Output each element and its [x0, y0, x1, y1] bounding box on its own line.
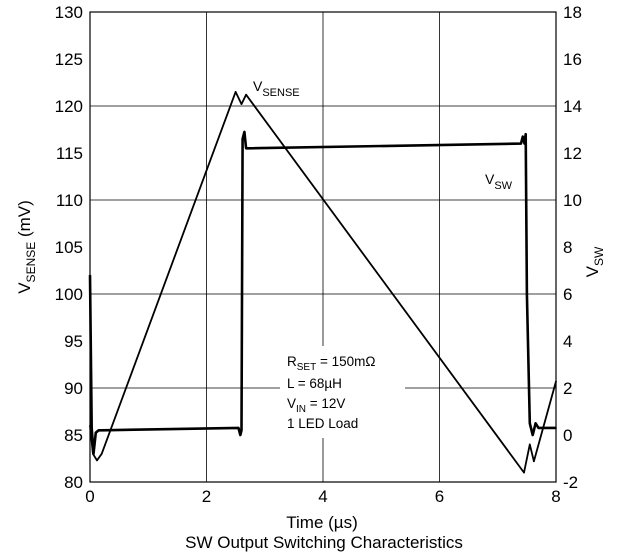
- y-tick-label-right: 0: [563, 426, 572, 445]
- x-tick-label: 4: [318, 487, 327, 506]
- plot-frame: [89, 11, 557, 483]
- x-tick-label: 6: [435, 487, 444, 506]
- annotation-line: L = 68µH: [287, 376, 342, 391]
- y-tick-label-right: 2: [563, 379, 572, 398]
- y-tick-label-left: 120: [55, 97, 83, 116]
- y-tick-label-left: 90: [64, 379, 83, 398]
- y-tick-label-left: 125: [55, 50, 83, 69]
- data-point: [240, 429, 243, 432]
- tick-labels: 0 2 4 6 8 80 85 90 95 100 105 110 115 120 125 130 -2 0 2 4 6…: [55, 3, 582, 506]
- data-point: [96, 459, 98, 462]
- y-tick-label-left: 85: [64, 426, 83, 445]
- y-tick-label-right: 14: [563, 97, 582, 116]
- data-point: [245, 93, 247, 96]
- y-tick-label-right: 8: [563, 238, 572, 257]
- data-point: [90, 427, 93, 429]
- data-point: [245, 147, 247, 150]
- y-tick-label-left: 80: [64, 473, 83, 492]
- x-tick-label: 8: [551, 487, 560, 506]
- y-tick-label-left: 95: [64, 332, 83, 351]
- data-point: [97, 429, 100, 432]
- x-tick-label: 2: [202, 487, 211, 506]
- x-tick-label: 0: [85, 487, 94, 506]
- chart-caption: SW Output Switching Characteristics: [185, 533, 463, 552]
- data-point: [523, 142, 526, 145]
- data-point: [520, 142, 522, 145]
- data-point: [95, 431, 97, 434]
- data-point: [243, 131, 246, 133]
- data-point: [526, 293, 528, 295]
- data-point: [531, 434, 534, 436]
- data-point: [537, 427, 540, 429]
- data-point: [247, 147, 250, 150]
- annotation-background: [280, 346, 405, 438]
- data-point: [241, 138, 244, 140]
- data-point: [540, 427, 543, 429]
- y-tick-label-right: 16: [563, 50, 582, 69]
- data-point: [528, 422, 531, 425]
- y-tick-label-right: 18: [563, 3, 582, 22]
- plot-border: [89, 11, 557, 483]
- y-tick-label-right: 10: [563, 191, 582, 210]
- data-point: [533, 460, 535, 463]
- data-point: [523, 471, 525, 474]
- y-tick-label-left: 115: [56, 144, 83, 163]
- data-point: [521, 135, 524, 138]
- data-point: [100, 453, 103, 455]
- y-tick-label-left: 110: [56, 191, 83, 210]
- data-point: [100, 429, 103, 432]
- data-point: [240, 103, 243, 105]
- series-label-vsense: VSENSE: [253, 78, 300, 99]
- series-label-vsw: VSW: [485, 171, 513, 192]
- y-tick-label-right: 12: [563, 144, 582, 163]
- data-point: [234, 91, 237, 93]
- annotation-line: VIN = 12V: [287, 396, 345, 415]
- y-tick-label-right: 4: [563, 332, 572, 351]
- y-tick-label-left: 100: [55, 285, 83, 304]
- y-tick-label-left: 105: [55, 238, 83, 257]
- y-axis-title-right: VSW: [583, 246, 606, 277]
- data-point: [237, 427, 240, 429]
- data-point: [239, 434, 242, 436]
- annotation-line: RSET = 150mΩ: [287, 354, 375, 373]
- annotation-line: 1 LED Load: [287, 416, 358, 431]
- y-axis-title-left: VSENSE (mV): [15, 200, 38, 294]
- data-point: [528, 443, 531, 446]
- data-point: [524, 133, 527, 135]
- data-point: [92, 453, 95, 455]
- data-point: [534, 422, 537, 425]
- x-axis-title: Time (µs): [286, 513, 358, 532]
- y-tick-label-right: -2: [563, 473, 578, 492]
- y-tick-label-left: 130: [55, 3, 83, 22]
- y-tick-label-right: 6: [563, 285, 572, 304]
